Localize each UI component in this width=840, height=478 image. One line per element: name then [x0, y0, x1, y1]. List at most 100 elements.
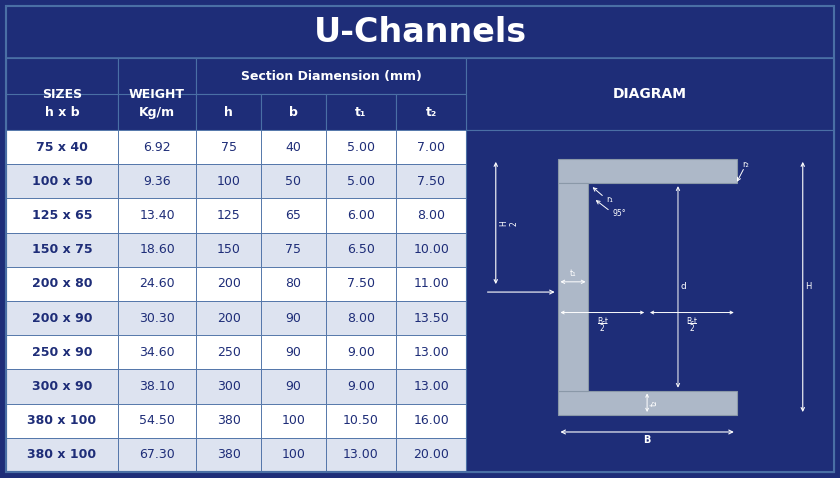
- Text: 75 x 40: 75 x 40: [36, 141, 88, 153]
- Text: 67.30: 67.30: [139, 448, 175, 461]
- Text: 50: 50: [286, 175, 302, 188]
- Bar: [466, 369, 834, 403]
- Bar: [197, 58, 466, 94]
- Bar: [6, 164, 118, 198]
- Text: 200 x 80: 200 x 80: [32, 277, 92, 291]
- Text: 90: 90: [286, 346, 302, 359]
- Bar: [6, 130, 118, 164]
- Text: 90: 90: [286, 380, 302, 393]
- Text: 100 x 50: 100 x 50: [32, 175, 92, 188]
- Bar: [118, 94, 197, 130]
- Bar: [6, 233, 118, 267]
- Text: 300 x 90: 300 x 90: [32, 380, 92, 393]
- Bar: [6, 335, 118, 369]
- Bar: [466, 403, 834, 438]
- Bar: [197, 164, 261, 198]
- Text: r₂: r₂: [743, 160, 749, 169]
- Bar: [6, 6, 834, 58]
- Text: 380: 380: [217, 448, 241, 461]
- Text: 380 x 100: 380 x 100: [28, 448, 97, 461]
- Bar: [326, 403, 396, 438]
- Bar: [6, 438, 118, 472]
- Bar: [197, 198, 261, 233]
- Text: b: b: [289, 106, 297, 119]
- Bar: [6, 94, 118, 130]
- Text: 30.30: 30.30: [139, 312, 175, 325]
- Text: 5.00: 5.00: [347, 141, 375, 153]
- Bar: [261, 403, 326, 438]
- Bar: [261, 164, 326, 198]
- Bar: [6, 369, 118, 403]
- Text: 75: 75: [286, 243, 302, 256]
- Text: 8.00: 8.00: [347, 312, 375, 325]
- Text: H
2: H 2: [499, 220, 518, 226]
- Bar: [261, 198, 326, 233]
- Text: H: H: [805, 282, 811, 292]
- Text: 13.00: 13.00: [413, 380, 449, 393]
- Bar: [261, 233, 326, 267]
- Bar: [6, 403, 118, 438]
- Text: 18.60: 18.60: [139, 243, 175, 256]
- Bar: [466, 335, 834, 369]
- Text: 125: 125: [217, 209, 240, 222]
- Text: 9.00: 9.00: [347, 346, 375, 359]
- Bar: [396, 335, 466, 369]
- Text: 250: 250: [217, 346, 241, 359]
- Text: 2: 2: [690, 324, 694, 333]
- Bar: [197, 438, 261, 472]
- Text: d: d: [681, 282, 687, 292]
- Bar: [466, 130, 834, 472]
- Bar: [558, 391, 737, 415]
- Bar: [466, 267, 834, 301]
- Bar: [118, 403, 197, 438]
- Text: B-t: B-t: [596, 316, 608, 326]
- Bar: [197, 335, 261, 369]
- Text: t₁: t₁: [570, 269, 576, 278]
- Text: 20.00: 20.00: [413, 448, 449, 461]
- Text: t₁: t₁: [355, 106, 366, 119]
- Text: 6.92: 6.92: [144, 141, 171, 153]
- Text: 200: 200: [217, 277, 241, 291]
- Bar: [118, 130, 197, 164]
- Bar: [326, 438, 396, 472]
- Text: 200: 200: [217, 312, 241, 325]
- Bar: [261, 301, 326, 335]
- Bar: [326, 130, 396, 164]
- Text: 100: 100: [281, 414, 305, 427]
- Text: 13.00: 13.00: [343, 448, 379, 461]
- Bar: [118, 438, 197, 472]
- Text: 95°: 95°: [612, 209, 626, 218]
- Bar: [558, 183, 589, 391]
- Bar: [326, 94, 396, 130]
- Text: SIZES: SIZES: [42, 87, 82, 100]
- Text: 10.50: 10.50: [343, 414, 379, 427]
- Text: 6.50: 6.50: [347, 243, 375, 256]
- Bar: [6, 267, 118, 301]
- Bar: [197, 267, 261, 301]
- Text: 34.60: 34.60: [139, 346, 175, 359]
- Bar: [396, 130, 466, 164]
- Bar: [396, 403, 466, 438]
- Text: t₂: t₂: [650, 400, 659, 406]
- Text: 11.00: 11.00: [413, 277, 449, 291]
- Bar: [261, 267, 326, 301]
- Bar: [197, 130, 261, 164]
- Bar: [118, 164, 197, 198]
- Text: 300: 300: [217, 380, 241, 393]
- Text: 7.50: 7.50: [417, 175, 445, 188]
- Bar: [396, 301, 466, 335]
- Text: 90: 90: [286, 312, 302, 325]
- Bar: [326, 267, 396, 301]
- Bar: [396, 233, 466, 267]
- Bar: [466, 438, 834, 472]
- Bar: [197, 301, 261, 335]
- Text: 6.00: 6.00: [347, 209, 375, 222]
- Bar: [118, 369, 197, 403]
- Bar: [118, 58, 197, 130]
- Text: t₂: t₂: [426, 106, 437, 119]
- Bar: [261, 438, 326, 472]
- Text: WEIGHT: WEIGHT: [129, 87, 185, 100]
- Bar: [326, 164, 396, 198]
- Text: 5.00: 5.00: [347, 175, 375, 188]
- Text: 125 x 65: 125 x 65: [32, 209, 92, 222]
